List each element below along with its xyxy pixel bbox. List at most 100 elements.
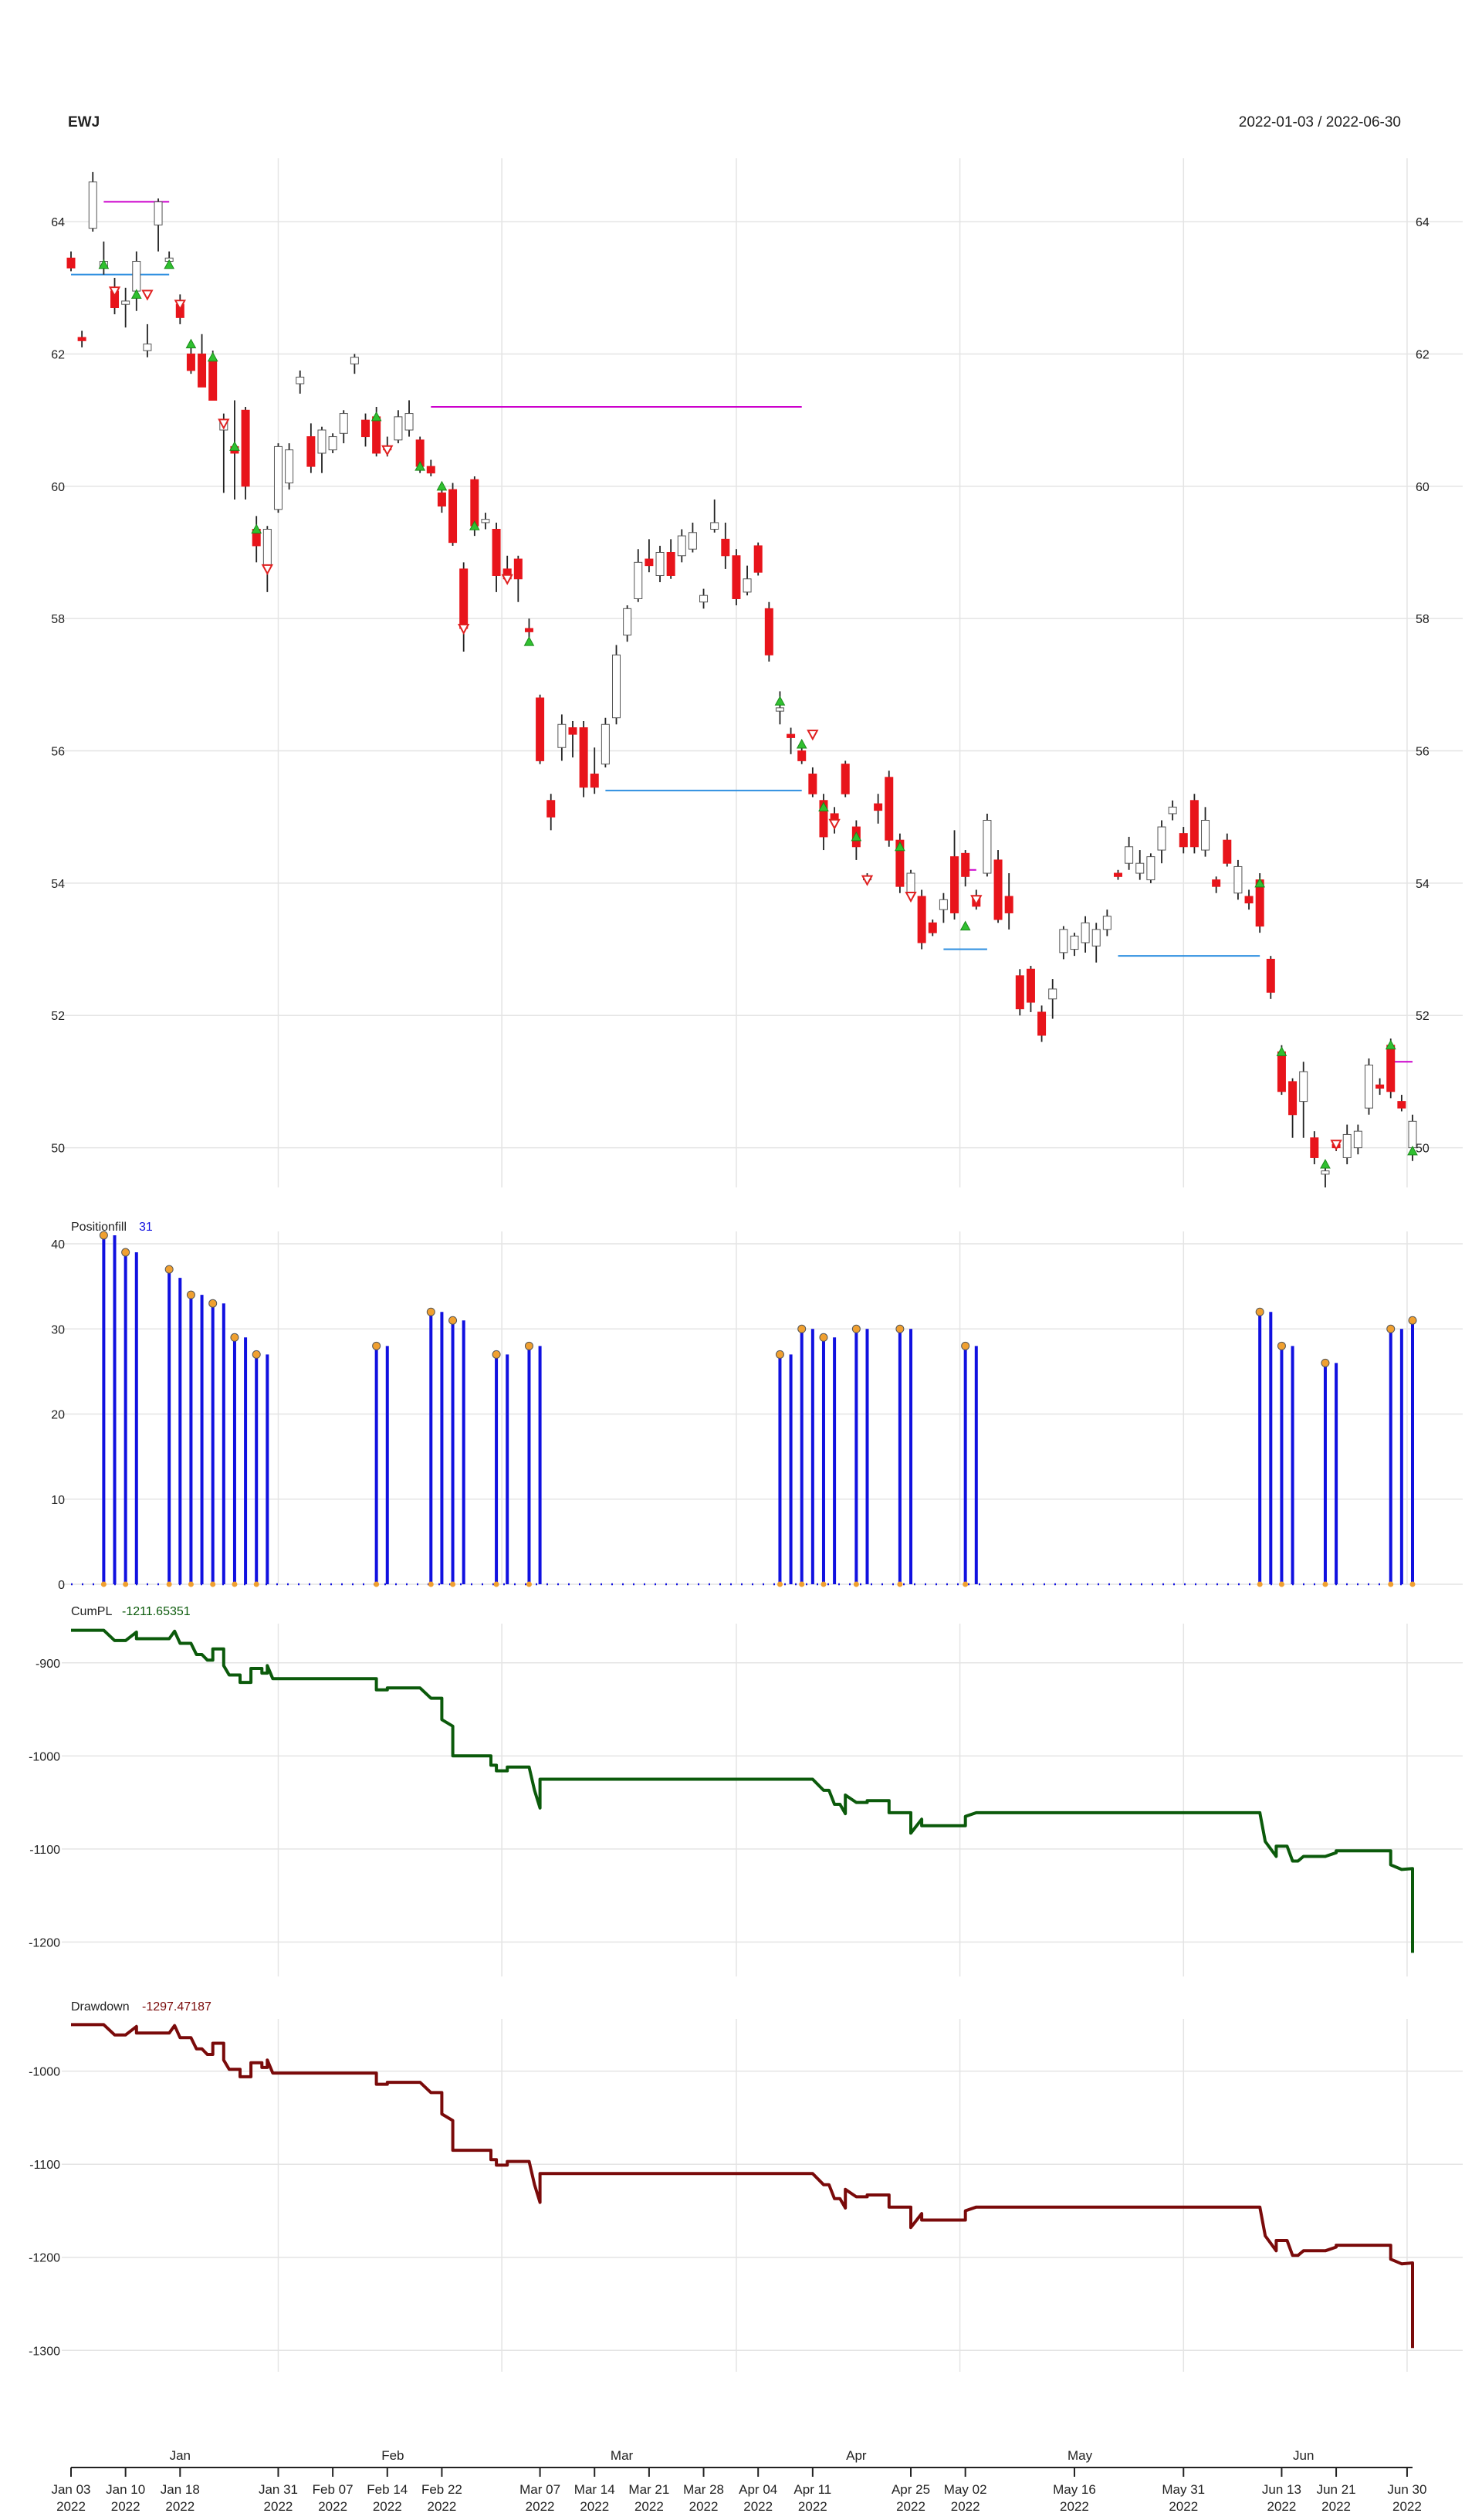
x-month-label: Jun <box>1293 2448 1314 2463</box>
candle-body <box>612 654 621 719</box>
x-tick-year: 2022 <box>1169 2499 1198 2514</box>
candle-body <box>437 492 446 507</box>
sell-signal <box>501 574 513 585</box>
buy-signal <box>774 696 786 706</box>
candle-body <box>1146 856 1155 881</box>
x-tick-date: Mar 14 <box>574 2482 615 2497</box>
x-month-label: Mar <box>611 2448 634 2463</box>
drawdown-ytick: -1200 <box>29 2252 60 2265</box>
candle-body <box>797 750 807 761</box>
sell-signal <box>1330 1140 1342 1151</box>
position-marker <box>121 1248 130 1257</box>
sell-signal <box>261 564 274 576</box>
candle-body <box>132 261 141 292</box>
position-marker <box>230 1333 239 1342</box>
position-zero-marker <box>210 1581 216 1587</box>
sell-signal <box>381 445 394 456</box>
buy-signal <box>1276 1046 1287 1056</box>
candle-body <box>1310 1137 1319 1158</box>
buy-signal <box>895 841 905 852</box>
price-ytick-left: 60 <box>51 481 65 494</box>
candle-body <box>77 337 86 341</box>
x-tick-year: 2022 <box>1267 2499 1297 2514</box>
candle-body <box>317 429 327 454</box>
sell-signal <box>807 730 819 741</box>
cumpl-ytick: -1200 <box>29 1936 60 1949</box>
sell-signal <box>905 892 917 903</box>
position-ytick: 0 <box>58 1579 65 1592</box>
x-tick-year: 2022 <box>689 2499 719 2514</box>
position-marker <box>1277 1341 1286 1350</box>
position-zero-marker <box>799 1581 805 1587</box>
x-month-label: Apr <box>846 2448 867 2463</box>
x-tick-year: 2022 <box>1392 2499 1422 2514</box>
candle-body <box>874 803 883 811</box>
position-marker <box>961 1341 970 1350</box>
candle-body <box>1113 872 1122 877</box>
cumpl-panel: CumPL -1211.65351 -900 -1000 -1100 -1200 <box>29 1605 1414 1953</box>
candle-body <box>1342 1133 1352 1158</box>
candle-body <box>1375 1084 1385 1089</box>
x-tick-year: 2022 <box>743 2499 773 2514</box>
buy-signal <box>251 523 262 534</box>
candle-body <box>885 777 894 841</box>
position-marker <box>524 1341 533 1350</box>
candle-body <box>961 852 970 877</box>
x-tick-date: May 16 <box>1053 2482 1096 2497</box>
candle-body <box>1059 929 1068 953</box>
candle-body <box>1004 896 1013 913</box>
candle-body <box>917 896 926 943</box>
position-label: Positionfill <box>71 1221 127 1234</box>
x-tick-year: 2022 <box>1060 2499 1089 2514</box>
x-tick-date: Jun 13 <box>1262 2482 1301 2497</box>
candle-body <box>241 409 250 487</box>
x-tick-date: Jan 31 <box>259 2482 298 2497</box>
price-ytick-right: 50 <box>1416 1143 1430 1156</box>
position-marker <box>372 1341 381 1350</box>
buy-signal <box>207 351 218 362</box>
candle-body <box>546 800 556 818</box>
candle-body <box>743 578 752 593</box>
candle-body <box>1233 865 1243 894</box>
candle-body <box>1135 862 1145 874</box>
buy-signal <box>229 441 240 451</box>
candle-body <box>372 416 381 454</box>
position-marker <box>797 1324 807 1333</box>
price-ytick-right: 54 <box>1416 878 1430 891</box>
candle-body <box>404 413 414 431</box>
position-zero-marker <box>100 1581 107 1587</box>
price-ytick-right: 58 <box>1416 613 1430 626</box>
candle-body <box>1223 839 1232 864</box>
candle-body <box>721 538 730 557</box>
candle-body <box>1157 826 1166 851</box>
x-tick-year: 2022 <box>318 2499 347 2514</box>
position-zero-marker <box>166 1581 172 1587</box>
x-tick-year: 2022 <box>896 2499 925 2514</box>
x-tick-date: Feb 14 <box>367 2482 408 2497</box>
x-tick-year: 2022 <box>165 2499 195 2514</box>
buy-signal <box>436 480 448 491</box>
position-ytick: 10 <box>51 1494 65 1507</box>
candle-body <box>1048 988 1057 1000</box>
price-ytick-left: 62 <box>51 348 65 361</box>
position-marker <box>1408 1316 1417 1325</box>
candle-body <box>481 519 490 523</box>
symbol-title: EWJ <box>68 114 100 130</box>
candle-body <box>350 357 359 364</box>
buy-signal <box>818 801 829 811</box>
position-marker <box>851 1324 861 1333</box>
position-zero-marker <box>1409 1581 1416 1587</box>
drawdown-ytick: -1000 <box>29 2066 60 2079</box>
candle-body <box>950 856 959 913</box>
x-tick-year: 2022 <box>264 2499 293 2514</box>
position-zero-marker <box>374 1581 380 1587</box>
candle-body <box>470 479 479 527</box>
x-month-label: Feb <box>381 2448 404 2463</box>
date-range: 2022-01-03 / 2022-06-30 <box>1238 114 1401 130</box>
price-ytick-left: 56 <box>51 746 65 759</box>
x-tick-year: 2022 <box>111 2499 140 2514</box>
candle-body <box>536 697 545 761</box>
x-tick-date: Feb 07 <box>313 2482 354 2497</box>
candle-body <box>1299 1071 1308 1102</box>
